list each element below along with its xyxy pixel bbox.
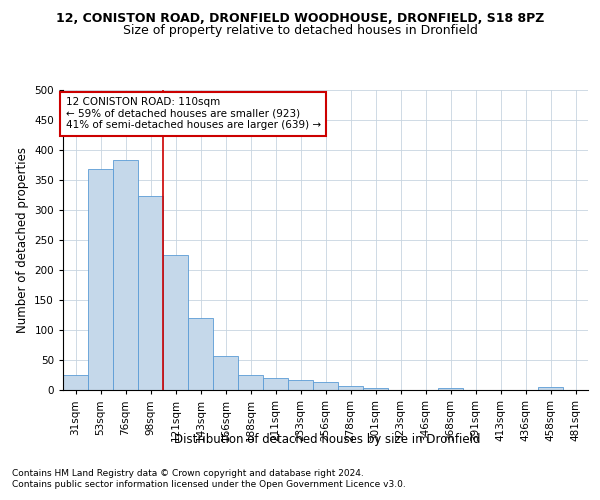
Bar [288,380,313,390]
Text: 12 CONISTON ROAD: 110sqm
← 59% of detached houses are smaller (923)
41% of semi-: 12 CONISTON ROAD: 110sqm ← 59% of detach… [65,97,320,130]
Bar [163,255,188,390]
Bar [63,375,88,390]
Bar [113,160,138,390]
Bar [213,356,238,390]
Bar [188,318,213,390]
Bar [313,382,338,390]
Text: Contains public sector information licensed under the Open Government Licence v3: Contains public sector information licen… [12,480,406,489]
Text: 12, CONISTON ROAD, DRONFIELD WOODHOUSE, DRONFIELD, S18 8PZ: 12, CONISTON ROAD, DRONFIELD WOODHOUSE, … [56,12,544,26]
Bar [338,386,363,390]
Bar [263,378,288,390]
Text: Distribution of detached houses by size in Dronfield: Distribution of detached houses by size … [174,432,480,446]
Y-axis label: Number of detached properties: Number of detached properties [16,147,29,333]
Bar [88,169,113,390]
Bar [238,375,263,390]
Bar [138,196,163,390]
Text: Size of property relative to detached houses in Dronfield: Size of property relative to detached ho… [122,24,478,37]
Bar [538,387,563,390]
Text: Contains HM Land Registry data © Crown copyright and database right 2024.: Contains HM Land Registry data © Crown c… [12,469,364,478]
Bar [363,388,388,390]
Bar [438,388,463,390]
